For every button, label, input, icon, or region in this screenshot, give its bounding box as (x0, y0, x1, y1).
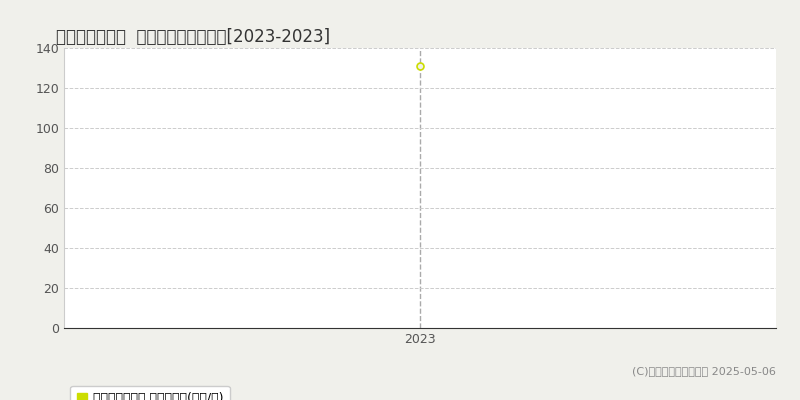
Legend: マンション価格 平均坪単価(万円/坪): マンション価格 平均坪単価(万円/坪) (70, 386, 230, 400)
Text: 別府市山の手町  マンション価格推移[2023-2023]: 別府市山の手町 マンション価格推移[2023-2023] (56, 28, 330, 46)
Text: (C)土地価格ドットコム 2025-05-06: (C)土地価格ドットコム 2025-05-06 (632, 366, 776, 376)
